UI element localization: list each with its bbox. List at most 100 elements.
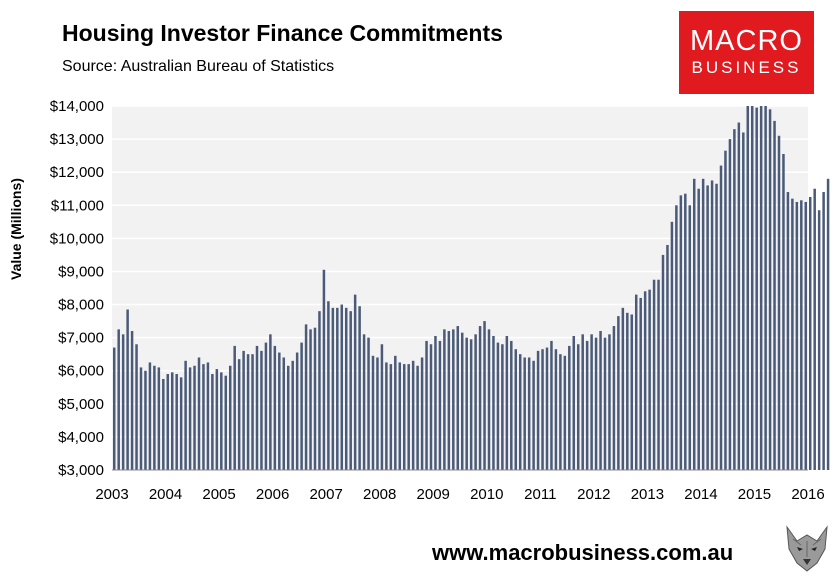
bar bbox=[585, 340, 589, 470]
bar bbox=[188, 367, 192, 470]
bar bbox=[322, 269, 326, 470]
bar bbox=[808, 197, 812, 470]
bar bbox=[304, 324, 308, 470]
bar bbox=[264, 342, 268, 470]
bar bbox=[590, 334, 593, 470]
bar bbox=[130, 331, 134, 470]
bar bbox=[353, 294, 357, 470]
y-tick-label: $6,000 bbox=[58, 363, 104, 380]
bar bbox=[166, 374, 170, 470]
bar bbox=[278, 352, 281, 470]
bar bbox=[291, 360, 294, 470]
x-tick-label: 2003 bbox=[95, 486, 128, 503]
bar bbox=[536, 350, 540, 470]
bar bbox=[153, 365, 156, 470]
bar bbox=[755, 107, 758, 471]
bar bbox=[420, 357, 424, 470]
plot-area bbox=[112, 106, 808, 470]
bar bbox=[193, 365, 196, 470]
bar bbox=[505, 335, 509, 470]
y-tick-label: $14,000 bbox=[50, 98, 104, 115]
bar bbox=[465, 337, 468, 470]
bar bbox=[728, 139, 732, 470]
bar bbox=[438, 340, 442, 470]
y-tick-label: $3,000 bbox=[58, 462, 104, 479]
bar bbox=[483, 321, 486, 470]
bar bbox=[692, 178, 696, 471]
bar bbox=[224, 375, 228, 470]
bar bbox=[492, 335, 495, 470]
bar bbox=[710, 180, 714, 471]
bar bbox=[385, 362, 388, 470]
bar bbox=[666, 244, 669, 470]
bar bbox=[478, 326, 482, 470]
bar bbox=[701, 178, 705, 471]
bar bbox=[822, 192, 825, 470]
bar bbox=[750, 106, 754, 470]
bar bbox=[670, 221, 674, 470]
bar bbox=[634, 294, 638, 470]
y-tick-label: $8,000 bbox=[58, 297, 104, 314]
bar bbox=[487, 329, 491, 470]
bar bbox=[175, 374, 178, 470]
bar bbox=[148, 362, 152, 470]
bar bbox=[679, 195, 683, 470]
bar bbox=[251, 354, 254, 470]
bar bbox=[260, 350, 263, 470]
y-tick-label: $11,000 bbox=[51, 197, 104, 214]
bar bbox=[648, 289, 651, 470]
bar bbox=[376, 357, 379, 470]
bar bbox=[581, 334, 584, 470]
bar bbox=[514, 349, 518, 470]
bar bbox=[340, 304, 344, 470]
bar bbox=[394, 355, 397, 470]
bar bbox=[496, 342, 500, 470]
bar bbox=[706, 185, 709, 470]
bar bbox=[764, 106, 767, 470]
logo-line2: BUSINESS bbox=[691, 58, 802, 77]
bar bbox=[733, 129, 736, 470]
bar bbox=[443, 329, 446, 470]
bar bbox=[554, 349, 558, 470]
bar bbox=[568, 345, 571, 470]
bar bbox=[759, 106, 763, 470]
bar bbox=[179, 377, 183, 470]
bar bbox=[206, 362, 210, 470]
bar bbox=[331, 307, 335, 470]
bar bbox=[407, 364, 410, 470]
macrobusiness-logo[interactable]: MACRO BUSINESS bbox=[679, 11, 814, 94]
bar bbox=[425, 340, 428, 470]
bar bbox=[719, 165, 723, 470]
bar bbox=[474, 334, 477, 470]
bar bbox=[559, 354, 562, 470]
bar bbox=[782, 153, 785, 470]
bar bbox=[501, 344, 504, 470]
bar bbox=[313, 327, 317, 470]
bar bbox=[197, 357, 201, 470]
bar bbox=[269, 334, 272, 470]
x-tick-label: 2014 bbox=[684, 486, 717, 503]
bar bbox=[532, 360, 535, 470]
bar bbox=[447, 331, 451, 470]
wolf-logo-icon bbox=[783, 521, 831, 575]
bar bbox=[612, 326, 616, 470]
website-url[interactable]: www.macrobusiness.com.au bbox=[432, 540, 734, 565]
y-tick-label: $10,000 bbox=[50, 230, 104, 247]
bar bbox=[237, 359, 241, 470]
bar bbox=[817, 210, 821, 470]
bar bbox=[282, 357, 286, 470]
bar bbox=[295, 352, 299, 470]
bar bbox=[135, 344, 138, 470]
bar bbox=[139, 367, 143, 470]
bar bbox=[800, 200, 803, 471]
bar bbox=[599, 331, 602, 470]
bar bbox=[617, 316, 620, 470]
y-tick-label: $7,000 bbox=[58, 330, 104, 347]
bar bbox=[228, 365, 232, 470]
bar bbox=[697, 188, 700, 470]
bar bbox=[523, 357, 526, 470]
bar bbox=[434, 335, 437, 470]
bar bbox=[576, 344, 580, 470]
bar bbox=[411, 360, 415, 470]
bar bbox=[527, 357, 531, 470]
